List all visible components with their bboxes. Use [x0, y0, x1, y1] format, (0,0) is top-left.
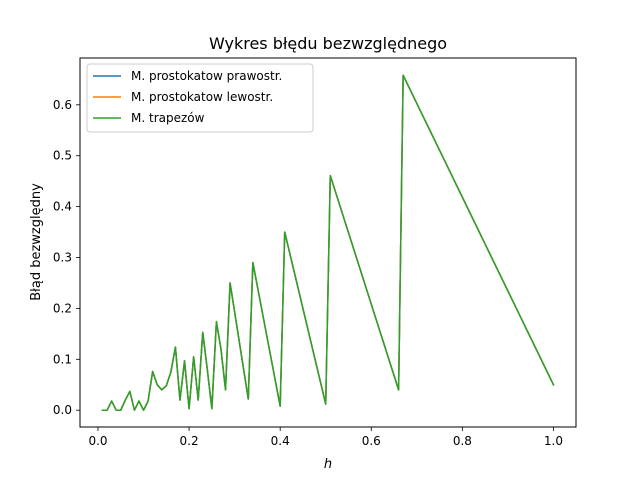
x-tick-label: 0.6	[362, 434, 381, 448]
y-axis-label: Błąd bezwzględny	[29, 183, 44, 301]
legend-box	[86, 63, 314, 133]
legend-label: M. trapezów	[131, 111, 205, 125]
legend-label: M. prostokatow prawostr.	[131, 69, 282, 83]
y-axis: 0.0 0.1 0.2 0.3 0.4 0.5 0.6	[53, 98, 80, 417]
x-tick-label: 0.0	[88, 434, 107, 448]
series-layer	[101, 74, 555, 411]
axes-frame	[79, 57, 577, 428]
y-tick-label: 0.2	[53, 301, 72, 315]
y-tick-label: 0.3	[53, 251, 72, 265]
y-tick-label: 0.4	[53, 200, 72, 214]
x-axis-label: h	[324, 457, 332, 472]
y-tick-label: 0.0	[53, 403, 72, 417]
series-line-3	[101, 74, 555, 411]
y-tick-label: 0.6	[53, 98, 72, 112]
chart-title: Wykres błędu bezwzględnego	[209, 34, 447, 53]
x-tick-label: 0.8	[453, 434, 472, 448]
x-axis: 0.0 0.2 0.4 0.6 0.8 1.0	[88, 427, 563, 448]
x-tick-label: 0.4	[271, 434, 290, 448]
legend-label: M. prostokatow lewostr.	[131, 90, 273, 104]
x-tick-label: 0.2	[180, 434, 199, 448]
y-tick-label: 0.5	[53, 149, 72, 163]
y-tick-label: 0.1	[53, 352, 72, 366]
legend: M. prostokatow prawostr. M. prostokatow l…	[86, 63, 314, 133]
x-tick-label: 1.0	[544, 434, 563, 448]
